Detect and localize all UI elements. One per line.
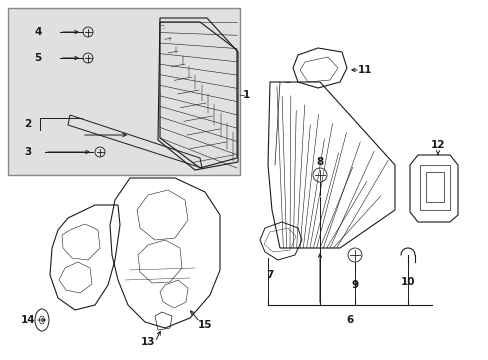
Bar — [419, 165, 449, 210]
Text: 14: 14 — [20, 315, 35, 325]
Text: 5: 5 — [34, 53, 41, 63]
Text: 10: 10 — [400, 277, 414, 287]
Text: 2: 2 — [24, 119, 32, 129]
Text: 9: 9 — [351, 280, 358, 290]
Text: 4: 4 — [34, 27, 41, 37]
Text: 6: 6 — [346, 315, 353, 325]
Text: 15: 15 — [197, 320, 212, 330]
Bar — [425, 172, 443, 202]
Text: 11: 11 — [357, 65, 371, 75]
Text: 7: 7 — [266, 270, 273, 280]
Text: 3: 3 — [24, 147, 32, 157]
Text: 13: 13 — [141, 337, 155, 347]
Text: 12: 12 — [430, 140, 445, 150]
Text: 1: 1 — [242, 90, 249, 100]
Bar — [8, 8, 240, 175]
Text: 8: 8 — [316, 157, 323, 167]
